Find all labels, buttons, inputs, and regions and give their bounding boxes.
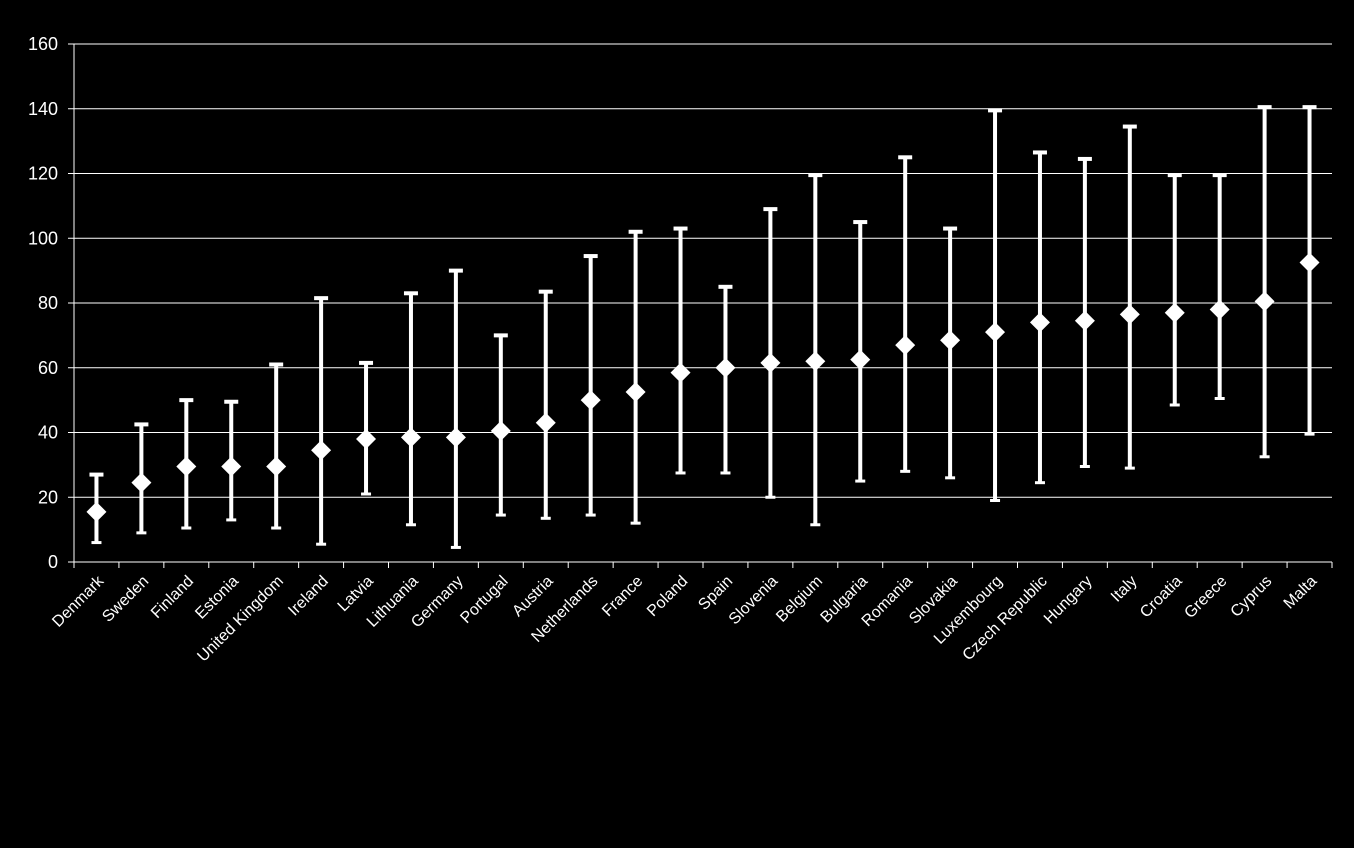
y-tick-label: 160	[28, 34, 58, 54]
data-point	[311, 440, 332, 461]
data-point	[400, 427, 421, 448]
y-tick-label: 40	[38, 423, 58, 443]
data-point	[1029, 312, 1050, 333]
data-point	[805, 351, 826, 372]
data-point	[535, 412, 556, 433]
data-point	[445, 427, 466, 448]
data-point	[1209, 299, 1230, 320]
data-point	[940, 330, 961, 351]
data-point	[1299, 252, 1320, 273]
y-tick-label: 60	[38, 358, 58, 378]
data-point	[625, 382, 646, 403]
error-bars	[89, 105, 1317, 549]
data-point	[221, 456, 242, 477]
data-point	[266, 456, 287, 477]
data-point	[86, 501, 107, 522]
data-point	[1164, 302, 1185, 323]
y-tick-label: 0	[48, 552, 58, 572]
data-point	[760, 352, 781, 373]
data-point	[490, 420, 511, 441]
data-point	[985, 322, 1006, 343]
data-point	[356, 428, 377, 449]
data-point	[131, 472, 152, 493]
data-point	[895, 335, 916, 356]
data-point	[670, 362, 691, 383]
y-tick-label: 80	[38, 293, 58, 313]
y-tick-label: 140	[28, 99, 58, 119]
gridlines	[74, 43, 1332, 498]
y-tick-label: 120	[28, 164, 58, 184]
data-point	[580, 390, 601, 411]
data-point	[1119, 304, 1140, 325]
data-point	[1074, 310, 1095, 331]
data-point	[176, 456, 197, 477]
y-tick-label: 20	[38, 487, 58, 507]
y-tick-label: 100	[28, 228, 58, 248]
y-axis: 0 20 40 60 80 100 120 140 160	[28, 34, 75, 572]
data-point	[1254, 291, 1275, 312]
data-points	[86, 252, 1320, 522]
data-point	[850, 349, 871, 370]
data-point	[715, 357, 736, 378]
